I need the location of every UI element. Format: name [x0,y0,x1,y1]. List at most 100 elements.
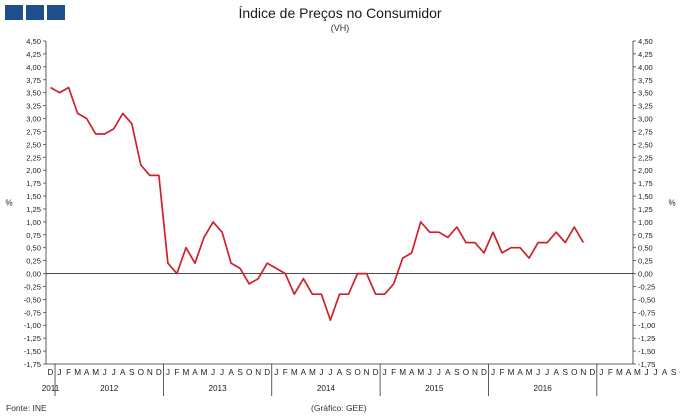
logo-block [47,5,65,20]
month-label: M [508,368,515,377]
y-tick-label-right: 1,50 [638,192,653,201]
month-label: A [445,368,451,377]
month-label: O [463,368,469,377]
y-tick-label-right: -0,25 [638,282,655,291]
y-tick-label-right: 1,00 [638,218,653,227]
month-label: A [84,368,90,377]
month-label: J [545,368,549,377]
month-label: A [337,368,343,377]
month-label: J [328,368,332,377]
month-label: J [428,368,432,377]
month-label: F [608,368,613,377]
y-tick-label-left: 3,50 [26,89,41,98]
y-tick-label-left: -1,75 [24,360,41,369]
logo-block [26,5,44,20]
y-tick-label-left: 0,50 [26,244,41,253]
month-label: N [472,368,478,377]
year-label: 2014 [317,384,336,393]
y-tick-label-right: 2,50 [638,140,653,149]
y-tick-label-right: 2,75 [638,127,653,136]
axis-labels: 4,50 4,50 4,25 4,25 4,00 4,00 3,75 3,75 3,50 3,50… [5,37,680,393]
y-tick-label-left: 2,25 [26,153,41,162]
y-tick-label-right: 2,25 [638,153,653,162]
month-label: A [301,368,307,377]
month-label: M [399,368,406,377]
month-label: A [120,368,126,377]
month-label: F [391,368,396,377]
month-label: M [74,368,81,377]
month-label: M [309,368,316,377]
month-label: M [201,368,208,377]
month-label: J [112,368,116,377]
axes [43,40,636,396]
y-tick-label-left: 2,75 [26,127,41,136]
chart-title: Índice de Preços no Consumidor [238,5,442,21]
series-line [50,86,585,321]
month-label: F [66,368,71,377]
month-label: F [500,368,505,377]
y-tick-label-right: -1,50 [638,347,655,356]
y-tick-label-right: -1,00 [638,321,655,330]
year-label: 2015 [425,384,444,393]
month-label: S [562,368,568,377]
y-tick-label-right: -1,75 [638,360,655,369]
year-label: 2016 [534,384,553,393]
month-label: J [383,368,387,377]
month-label: D [373,368,379,377]
y-tick-label-left: -0,75 [24,308,41,317]
line-chart: 4,50 4,50 4,25 4,25 4,00 4,00 3,75 3,75 3,50 3,50… [5,37,680,396]
year-label: 2013 [208,384,227,393]
series-layer [50,86,585,321]
y-tick-label-right: -0,50 [638,295,655,304]
month-label: S [346,368,352,377]
y-tick-label-right: 1,75 [638,179,653,188]
y-tick-label-right: 3,00 [638,115,653,124]
y-tick-label-left: 1,75 [26,179,41,188]
month-label: S [129,368,135,377]
month-label: F [174,368,179,377]
y-tick-label-left: 4,25 [26,50,41,59]
y-tick-label-left: 1,50 [26,192,41,201]
y-tick-label-left: 4,50 [26,37,41,46]
month-label: J [274,368,278,377]
month-label: M [616,368,623,377]
logo-block [5,5,23,20]
month-label: O [571,368,577,377]
month-label: A [553,368,559,377]
month-label: D [156,368,162,377]
y-tick-label-right: 0,75 [638,231,653,240]
y-tick-label-right: -0,75 [638,308,655,317]
y-tick-label-left: 3,25 [26,102,41,111]
y-tick-label-left: 3,00 [26,115,41,124]
month-label: M [526,368,533,377]
month-label: D [589,368,595,377]
y-tick-label-left: 3,75 [26,76,41,85]
month-label: D [264,368,270,377]
y-tick-label-right: 1,25 [638,205,653,214]
y-axis-unit-left: % [5,198,12,207]
y-tick-label-right: 0,25 [638,257,653,266]
year-label: 2012 [100,384,119,393]
month-label: N [147,368,153,377]
y-tick-label-right: 4,00 [638,63,653,72]
month-label: O [354,368,360,377]
month-label: A [409,368,415,377]
y-tick-label-right: 0,00 [638,270,653,279]
month-label: A [517,368,523,377]
month-label: D [481,368,487,377]
month-label: A [228,368,234,377]
ine-logo [5,5,65,20]
month-label: J [57,368,61,377]
source-note: Fonte: INE [6,403,47,413]
y-tick-label-left: -1,50 [24,347,41,356]
month-label: J [536,368,540,377]
month-label: J [319,368,323,377]
y-tick-label-left: 4,00 [26,63,41,72]
y-tick-label-left: 0,00 [26,270,41,279]
y-tick-label-left: -0,50 [24,295,41,304]
month-label: J [653,368,657,377]
month-label: N [255,368,261,377]
month-label: N [580,368,586,377]
y-tick-label-left: -0,25 [24,282,41,291]
month-label: A [662,368,668,377]
